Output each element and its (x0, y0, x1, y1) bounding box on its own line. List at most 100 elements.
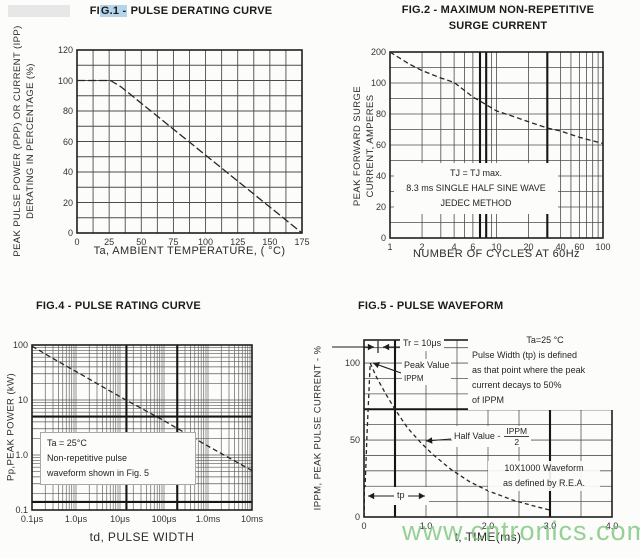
fig1-x-tick-label: 150 (262, 237, 278, 247)
fig5-rise-time-label: Tr = 10μs (400, 336, 445, 351)
fig4-x-tick-label: 100μs (151, 514, 177, 524)
fig1-x-tick-label: 125 (230, 237, 246, 247)
fig2-y-tick-label: 100 (370, 78, 386, 88)
fig2-x-tick-label: 4 (451, 242, 457, 252)
fig5-y-tick-label: 0 (354, 512, 360, 522)
fig5-waveform-note: 10X1000 Waveform as defined by R.E.A. (488, 461, 600, 491)
fig4-y-axis-label-line1: Pp,PEAK POWER (kW) (5, 372, 17, 482)
fig5-cond-line4: current decays to 50% (472, 380, 562, 390)
fig4-x-tick-label: 10μs (110, 514, 130, 524)
fig5-half-value-text: Half Value - (454, 431, 501, 441)
fig5-x-tick-label: 3.0 (543, 521, 557, 531)
fig5-x-tick-label: 1.0 (419, 521, 433, 531)
fig1-title: FIG.1 - PULSE DERATING CURVE (60, 5, 302, 17)
fig5-title: FIG.5 - PULSE WAVEFORM (358, 300, 504, 312)
fig1-y-tick-label: 0 (67, 228, 73, 238)
fig1-title-highlight: G.1 - (99, 5, 128, 17)
fig5-x-tick-label: 4.0 (605, 521, 619, 531)
fig5-cond-line3: as that point where the peak (472, 365, 586, 375)
fig1-x-tick-label: 175 (294, 237, 310, 247)
fig2-conditions-note: TJ = TJ max. 8.3 ms SINGLE HALF SINE WAV… (394, 163, 558, 214)
fig4-y-tick-label: 10 (17, 395, 28, 405)
fig2-x-tick-label: 60 (574, 242, 585, 252)
fig1-y-axis-label-line1: PEAK PULSE POWER (PPP) OR CURRENT (IPP) (12, 25, 23, 257)
fig1-y-tick-label: 120 (57, 45, 73, 55)
fig2-y-tick-label: 20 (375, 202, 386, 212)
fig2-plot (389, 51, 604, 239)
fig2-x-tick-label: 40 (555, 242, 566, 252)
fig4-x-tick-label: 1.0ms (195, 514, 221, 524)
fig2-x-tick-label: 10 (491, 242, 502, 252)
fig2-x-tick-label: 1 (387, 242, 393, 252)
fig2-x-axis-label: NUMBER OF CYCLES AT 60Hz (413, 248, 580, 260)
fig5-peak-value-line1: Peak Value (404, 360, 450, 370)
fig5-cond-line1: Ta=25 °C (526, 335, 564, 345)
fig4-x-tick-label: 1.0μs (64, 514, 88, 524)
fig1-y-tick-label: 80 (62, 106, 73, 116)
fig4-y-tick-label: 1.0 (15, 450, 28, 460)
fig5-half-value-numerator: IPPM (504, 426, 530, 437)
fig1-x-tick-label: 75 (168, 237, 179, 247)
fig2-y-tick-label: 60 (375, 140, 386, 150)
fig4-y-axis-label: Pp,PEAK POWER (kW) (5, 373, 18, 481)
fig2-y-tick-label: 0 (380, 233, 386, 243)
fig1-y-tick-label: 100 (57, 75, 73, 86)
fig2-x-tick-label: 2 (419, 242, 425, 252)
fig5-peak-value-line2: IPPM (404, 374, 424, 383)
fig5-half-value-denominator: 2 (514, 437, 520, 447)
fig1-x-tick-label: 25 (104, 237, 115, 247)
fig5-x-tick-label: 0 (361, 521, 367, 531)
fig5-y-tick-label: 100 (344, 358, 360, 369)
fig4-y-tick-label: 100 (12, 340, 28, 350)
fig5-waveform-note-line2: as defined by R.E.A. (502, 478, 586, 488)
fig5-peak-value-label: Peak Value IPPM (402, 359, 452, 385)
fig5-y-axis-label: IPPM, PEAK PULSE CURRENT - % (312, 346, 325, 511)
fig1-y-tick-label: 40 (62, 167, 73, 177)
fig2-x-tick-label: 100 (595, 242, 611, 252)
fig5-y-axis-label-line1: IPPM, PEAK PULSE CURRENT - % (312, 345, 324, 511)
fig5-half-value-label: Half Value - IPPM 2 (452, 426, 532, 447)
fig4-plot (31, 344, 253, 511)
fig2-x-tick-label: 6 (470, 242, 476, 252)
fig4-note-line3: waveform shown in Fig. 5 (47, 468, 150, 478)
fig5-pulse-width-label: tp (394, 488, 408, 503)
fig2-y-tick-label: 40 (375, 171, 386, 181)
fig2-note-line1: TJ = TJ max. (449, 168, 503, 178)
fig2-y-tick-label: 80 (375, 109, 386, 119)
fig5-x-tick-label: 2.0 (481, 521, 495, 531)
fig5-conditions-note: Ta=25 °C Pulse Width (tp) is defined as … (468, 331, 622, 410)
fig2-note-line3: JEDEC METHOD (440, 198, 512, 208)
fig1-x-axis-label: Ta, AMBIENT TEMPERATURE, ( °C) (93, 245, 286, 257)
fig4-x-tick-label: 10ms (240, 514, 263, 524)
fig2-title-line2: SURGE CURRENT (448, 20, 548, 32)
scan-artifact-box (8, 5, 70, 17)
fig5-y-tick-label: 50 (349, 435, 360, 446)
fig2-title-line1: FIG.2 - MAXIMUM NON-REPETITIVE (401, 4, 595, 16)
fig4-x-tick-label: 0.1μs (20, 514, 44, 524)
fig5-waveform-note-line1: 10X1000 Waveform (504, 463, 584, 473)
fig4-y-tick-label: 0.1 (15, 505, 28, 515)
watermark: www.cntronics.com (402, 516, 640, 546)
fig2-x-tick-label: 20 (523, 242, 534, 252)
fig4-conditions-note: Ta = 25°C Non-repetitive pulse waveform … (40, 432, 196, 485)
fig1-x-tick-label: 100 (198, 237, 214, 247)
fig5-cond-line2: Pulse Width (tp) is defined (472, 350, 578, 360)
fig5-x-axis-label: t, TIME(ms) (454, 530, 522, 544)
fig1-y-axis-label: PEAK PULSE POWER (PPP) OR CURRENT (IPP) … (11, 25, 37, 256)
fig4-x-axis-label: td, PULSE WIDTH (89, 530, 195, 544)
fig1-plot (76, 49, 303, 234)
fig1-title-pre: FI (89, 5, 100, 17)
fig1-title-post: PULSE DERATING CURVE (127, 5, 273, 17)
fig1-y-tick-label: 60 (62, 136, 73, 147)
fig1-y-tick-label: 20 (62, 197, 73, 208)
fig4-note-line2: Non-repetitive pulse (47, 453, 128, 463)
fig1-x-tick-label: 0 (74, 237, 80, 247)
fig4-title: FIG.4 - PULSE RATING CURVE (36, 300, 201, 312)
fig1-x-tick-label: 50 (136, 237, 147, 247)
fig2-note-line2: 8.3 ms SINGLE HALF SINE WAVE (406, 183, 546, 193)
fig4-note-line1: Ta = 25°C (47, 438, 87, 448)
fig5-cond-line5: of IPPM (472, 395, 505, 405)
fig2-y-tick-label: 200 (370, 47, 386, 57)
fig5-half-value-fraction: IPPM 2 (504, 426, 530, 447)
